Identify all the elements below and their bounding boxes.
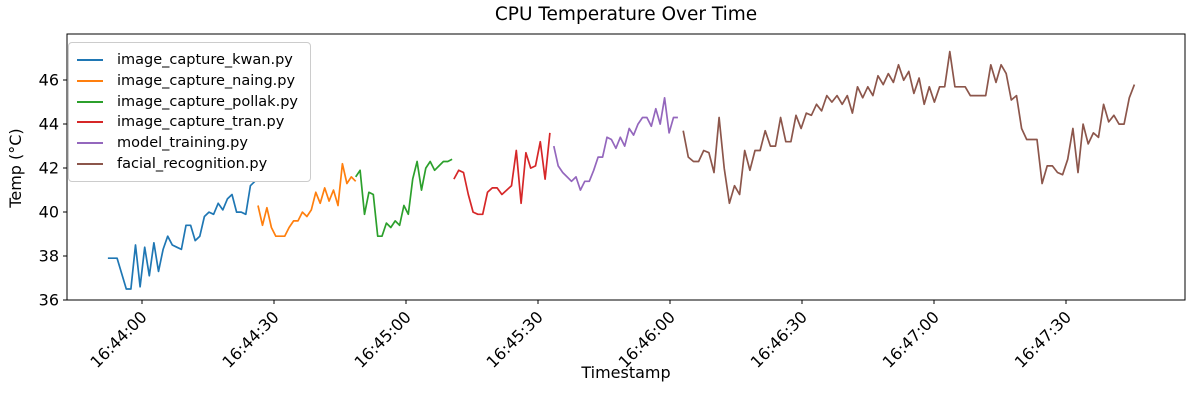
series-line-image_capture_pollak.py — [354, 158, 453, 238]
legend: image_capture_kwan.py image_capture_naing… — [68, 42, 311, 183]
series-line-image_capture_kwan.py — [107, 180, 256, 290]
legend-item: image_capture_pollak.py — [77, 91, 298, 112]
legend-item: model_training.py — [77, 133, 298, 154]
legend-item-label: model_training.py — [117, 135, 248, 152]
legend-item-label: facial_recognition.py — [117, 155, 268, 172]
legend-line-sample — [77, 59, 103, 62]
x-tick-label: 16:47:30 — [1011, 307, 1075, 371]
y-axis-label: Temp (°C) — [6, 128, 25, 208]
series-line-facial_recognition.py — [682, 50, 1136, 205]
legend-line-sample — [77, 100, 103, 103]
y-tick-label: 44 — [39, 115, 59, 134]
legend-line-sample — [77, 142, 103, 145]
x-tick-label: 16:44:30 — [218, 307, 282, 371]
y-tick-label: 42 — [39, 159, 59, 178]
x-axis-label: Timestamp — [581, 363, 671, 382]
x-tick-label: 16:45:00 — [351, 307, 415, 371]
legend-item: facial_recognition.py — [77, 153, 298, 174]
y-tick-label: 46 — [39, 71, 59, 90]
legend-item: image_capture_tran.py — [77, 112, 298, 133]
x-tick-label: 16:46:00 — [615, 307, 679, 371]
series-line-image_capture_naing.py — [257, 162, 357, 238]
legend-item-label: image_capture_pollak.py — [117, 93, 298, 110]
x-tick-label: 16:46:30 — [747, 307, 811, 371]
legend-item-label: image_capture_naing.py — [117, 73, 296, 90]
series-line-image_capture_tran.py — [453, 132, 551, 216]
legend-line-sample — [77, 162, 103, 165]
plot-frame — [66, 33, 1186, 301]
x-tick-label: 16:45:30 — [483, 307, 547, 371]
x-tick-label: 16:47:00 — [879, 307, 943, 371]
legend-item: image_capture_kwan.py — [77, 50, 298, 71]
x-tick-label: 16:44:00 — [86, 307, 150, 371]
legend-item: image_capture_naing.py — [77, 71, 298, 92]
legend-item-label: image_capture_kwan.py — [117, 52, 293, 69]
series-line-model_training.py — [552, 96, 678, 191]
legend-line-sample — [77, 80, 103, 83]
legend-line-sample — [77, 121, 103, 124]
y-tick-label: 36 — [39, 291, 59, 310]
y-tick-label: 40 — [39, 203, 59, 222]
y-tick-label: 38 — [39, 247, 59, 266]
legend-item-label: image_capture_tran.py — [117, 114, 285, 131]
chart-title: CPU Temperature Over Time — [494, 4, 758, 25]
